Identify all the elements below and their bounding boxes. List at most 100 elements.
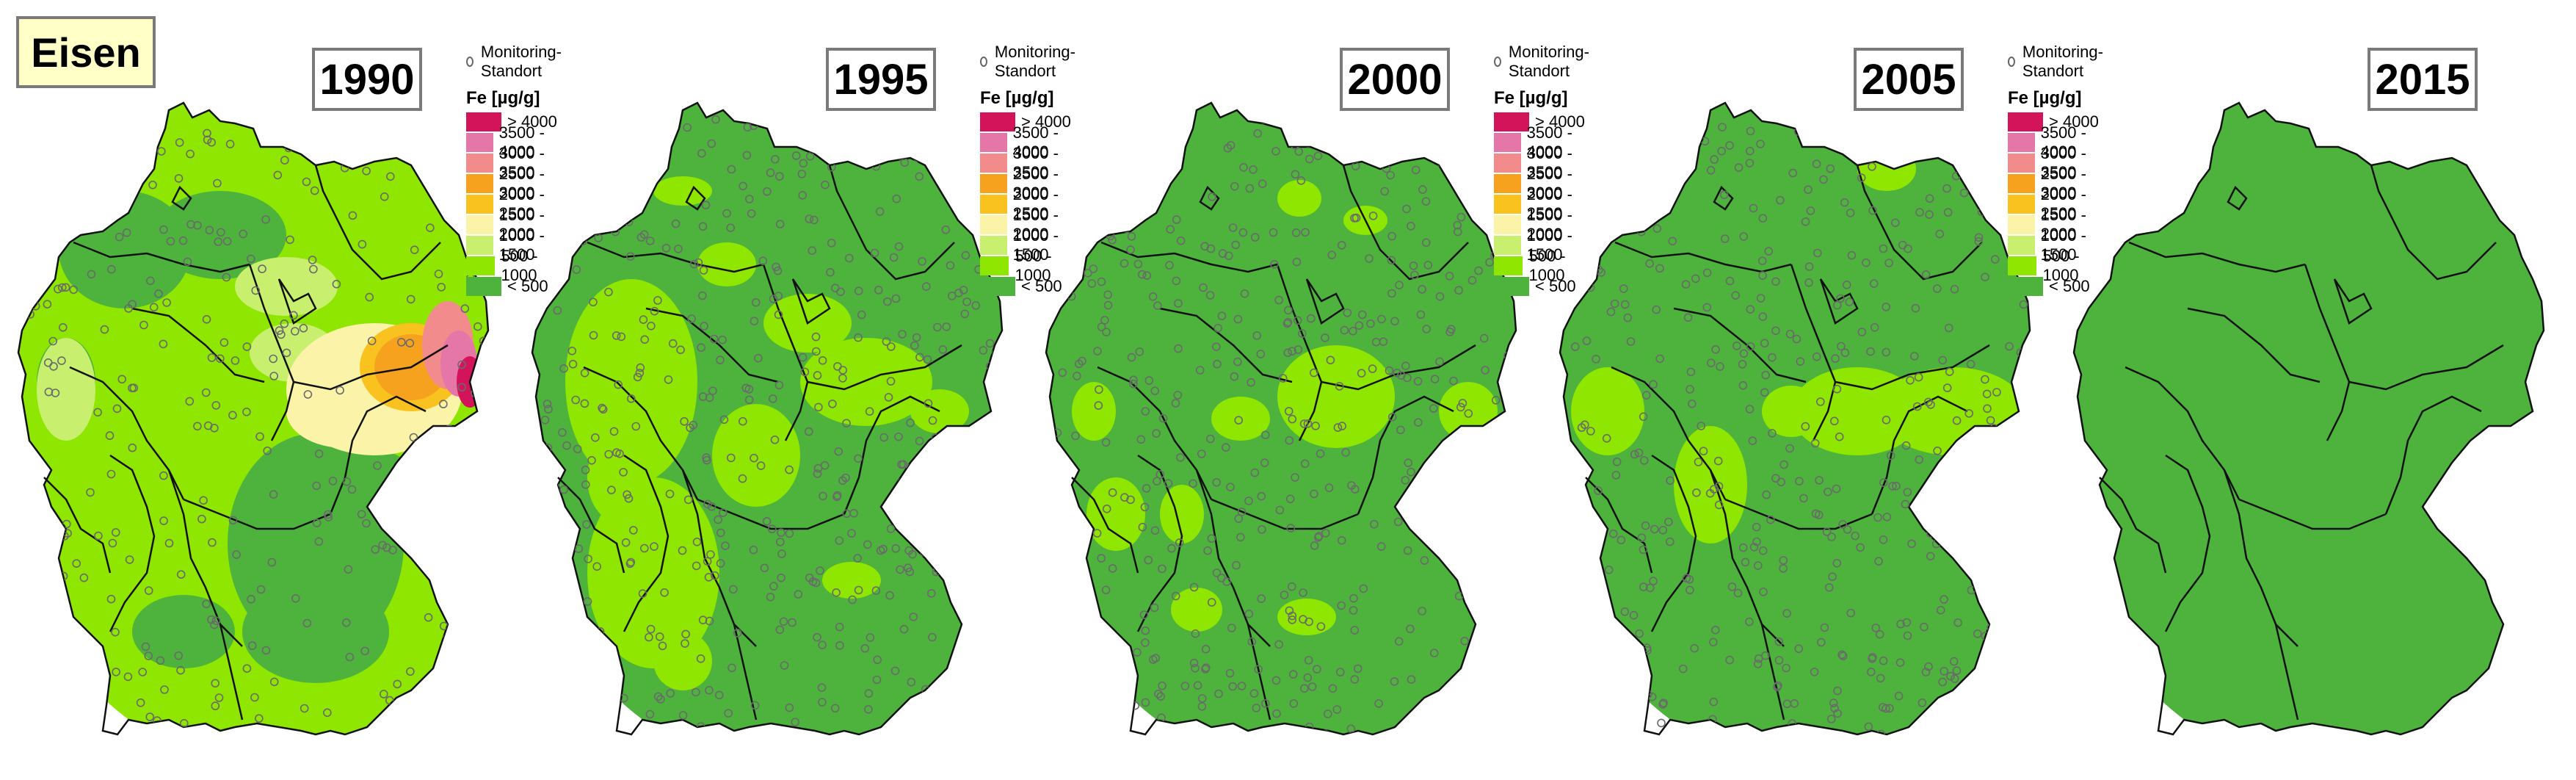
station-marker [640, 335, 649, 344]
station-marker [828, 400, 837, 408]
station-marker [1346, 724, 1356, 734]
legend-label: 2000 - 2500 [2040, 185, 2086, 223]
station-marker [1649, 577, 1658, 586]
legend: Monitoring-Standort Fe [µg/g] > 4000 3500 -… [980, 43, 1078, 297]
station-marker [1716, 728, 1725, 734]
state-border [1071, 477, 1139, 574]
station-marker [1888, 482, 1897, 491]
station-marker [1110, 646, 1120, 655]
year-label: 1990 [312, 48, 422, 111]
station-marker [1886, 451, 1895, 461]
station-marker [1768, 353, 1777, 362]
station-marker [350, 134, 360, 142]
station-marker [261, 215, 270, 224]
station-marker [780, 661, 789, 670]
station-marker [1508, 614, 1516, 624]
station-marker [1625, 685, 1633, 695]
station-marker [744, 395, 754, 405]
station-marker [960, 309, 970, 319]
station-marker [2005, 342, 2014, 351]
station-marker [1299, 419, 1309, 428]
station-marker [1393, 517, 1403, 527]
station-marker [275, 326, 284, 335]
station-marker [1457, 461, 1467, 470]
station-marker [106, 469, 116, 479]
concentration-area [565, 279, 697, 485]
station-marker [581, 466, 590, 474]
station-marker [1091, 168, 1100, 178]
station-marker [1652, 224, 1662, 234]
state-border [2128, 241, 2306, 273]
station-marker [1463, 195, 1473, 204]
station-marker [440, 458, 449, 467]
station-marker [1758, 312, 1768, 322]
legend-station: Monitoring-Standort [466, 43, 565, 81]
station-marker [1129, 375, 1138, 385]
station-marker [1057, 260, 1066, 270]
station-marker [1779, 564, 1788, 573]
station-marker [393, 679, 402, 689]
station-marker [805, 152, 815, 161]
station-marker [282, 121, 291, 130]
station-marker [581, 634, 591, 643]
state-border [645, 307, 779, 383]
station-marker [666, 689, 675, 698]
station-marker [1341, 448, 1350, 457]
station-marker [146, 276, 155, 286]
station-marker [938, 345, 948, 354]
station-marker [426, 223, 435, 233]
station-marker [604, 449, 613, 459]
station-marker [2020, 408, 2029, 417]
station-marker [1868, 653, 1877, 662]
station-marker [625, 559, 635, 568]
station-marker [1981, 375, 1989, 384]
station-marker [655, 632, 664, 641]
station-marker [1641, 391, 1651, 400]
legend-swatch [1494, 174, 1521, 193]
station-marker [889, 253, 899, 262]
legend-swatch [466, 133, 493, 152]
station-marker [1254, 665, 1263, 674]
station-marker [665, 489, 675, 499]
station-marker [342, 477, 352, 486]
station-marker [1948, 496, 1958, 505]
year-label: 2005 [1854, 48, 1964, 111]
legend-swatch [980, 133, 1007, 152]
station-marker [906, 418, 915, 427]
station-marker [1876, 674, 1885, 683]
station-marker [1574, 563, 1583, 572]
station-marker [906, 463, 915, 473]
station-marker [1421, 197, 1431, 206]
station-marker [385, 140, 394, 149]
station-marker [138, 668, 147, 676]
station-marker [728, 585, 738, 594]
legend-swatch [2008, 277, 2043, 296]
station-marker [1120, 493, 1129, 502]
station-marker [1073, 372, 1081, 380]
state-border [167, 469, 243, 647]
station-marker [1621, 212, 1630, 221]
station-marker [1836, 138, 1846, 148]
station-marker [347, 123, 356, 132]
station-marker [141, 642, 150, 651]
station-marker [1829, 416, 1839, 426]
station-marker [1754, 654, 1763, 663]
station-marker [843, 114, 852, 123]
station-marker [106, 190, 115, 200]
station-marker [219, 338, 229, 347]
station-marker [246, 254, 255, 264]
legend-label: < 500 [1021, 277, 1062, 295]
state-border [1100, 241, 1278, 273]
station-marker [750, 701, 760, 710]
legend-label: 1000 - 1500 [1526, 226, 1572, 264]
station-marker [1912, 402, 1922, 411]
station-marker [591, 433, 600, 442]
station-marker [302, 618, 312, 628]
state-border [109, 454, 156, 632]
station-marker [1661, 115, 1670, 123]
station-marker [718, 335, 727, 344]
station-marker [1992, 388, 2001, 397]
concentration-area [1277, 599, 1336, 635]
station-marker [1390, 677, 1399, 686]
station-marker [1285, 436, 1294, 445]
